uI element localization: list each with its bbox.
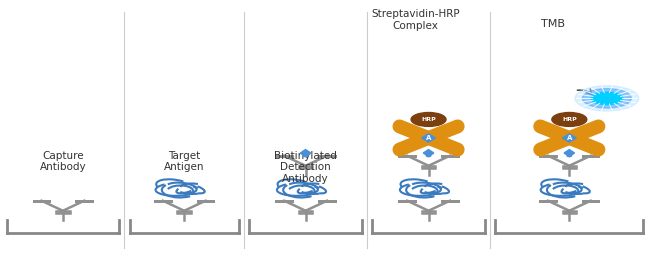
Text: A: A <box>426 135 431 141</box>
Circle shape <box>575 86 639 111</box>
Text: HRP: HRP <box>562 117 577 122</box>
Polygon shape <box>562 134 577 142</box>
Text: A: A <box>567 135 572 141</box>
Text: Streptavidin-HRP
Complex: Streptavidin-HRP Complex <box>371 9 460 31</box>
Polygon shape <box>564 150 575 157</box>
Text: Target
Antigen: Target Antigen <box>164 151 205 172</box>
Text: TMB: TMB <box>541 20 565 29</box>
Text: Capture
Antibody: Capture Antibody <box>40 151 86 172</box>
Polygon shape <box>423 150 434 157</box>
Circle shape <box>552 113 587 126</box>
Polygon shape <box>422 134 436 142</box>
Text: HRP: HRP <box>421 117 436 122</box>
Circle shape <box>582 89 631 108</box>
Circle shape <box>426 155 431 157</box>
Circle shape <box>567 155 571 157</box>
Circle shape <box>591 92 623 105</box>
Circle shape <box>411 113 446 126</box>
Circle shape <box>304 155 307 157</box>
Text: Biotinylated
Detection
Antibody: Biotinylated Detection Antibody <box>274 151 337 184</box>
Polygon shape <box>300 150 311 157</box>
